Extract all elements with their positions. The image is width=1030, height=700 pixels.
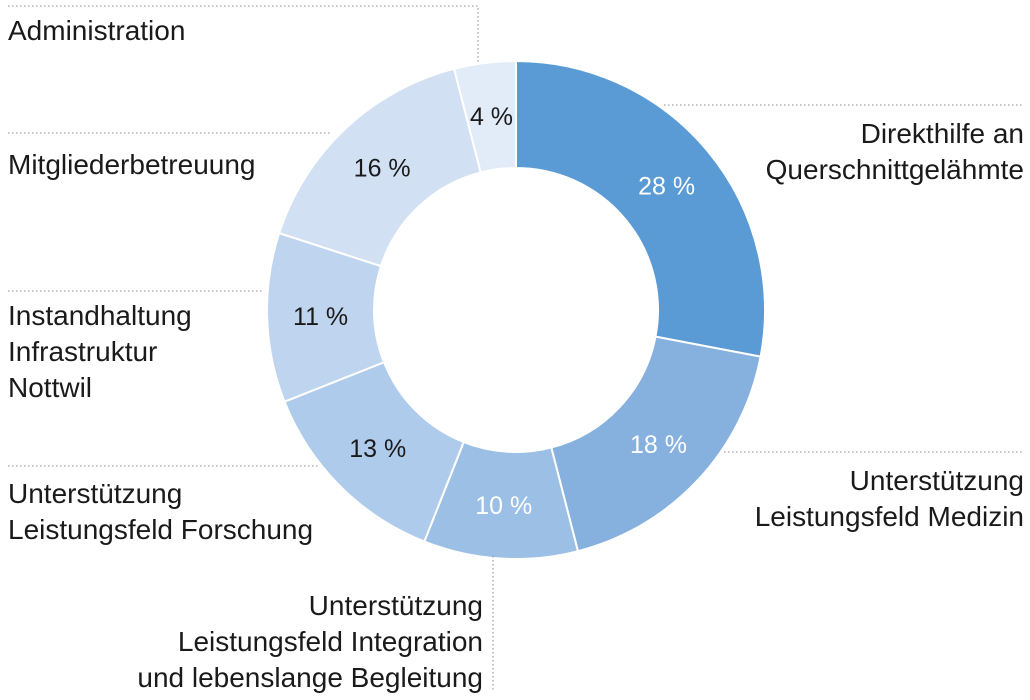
value-labels: 28 % 18 % 10 % 13 % 11 % 16 % 4 % — [293, 103, 695, 520]
category-label-direkthilfe-an-querschnittgelaehmte: Direkthilfe an Querschnittgelähmte — [766, 118, 1024, 185]
value-label-unterstuetzung-leistungsfeld-integration-und-lebenslange-begleitung: 10 % — [475, 492, 532, 520]
value-label-unterstuetzung-leistungsfeld-forschung: 13 % — [349, 435, 406, 463]
category-label-instandhaltung-infrastruktur-nottwil: Instandhaltung Infrastruktur Nottwil — [8, 300, 192, 403]
value-label-instandhaltung-infrastruktur-nottwil: 11 % — [293, 303, 348, 331]
category-labels: Direkthilfe an Querschnittgelähmte Unterst… — [8, 15, 1024, 693]
value-label-mitgliederbetreuung: 16 % — [354, 154, 411, 182]
category-label-mitgliederbetreuung: Mitgliederbetreuung — [8, 149, 256, 180]
value-label-unterstuetzung-leistungsfeld-medizin: 18 % — [630, 431, 687, 459]
category-label-administration: Administration — [8, 15, 185, 46]
category-label-unterstuetzung-leistungsfeld-forschung: Unterstützung Leistungsfeld Forschung — [8, 478, 313, 545]
value-label-administration: 4 % — [470, 103, 513, 131]
slice-administration — [452, 59, 517, 174]
value-label-direkthilfe-an-querschnittgelaehmte: 28 % — [638, 172, 695, 200]
donut-slices — [266, 59, 766, 560]
leader-lines — [8, 5, 1024, 690]
category-label-unterstuetzung-leistungsfeld-integration-und-lebenslange-begleitung: Unterstützung Leistungsfeld Integration un… — [137, 590, 483, 693]
leader-line-administration — [8, 5, 479, 64]
slice-mitgliederbetreuung — [277, 67, 482, 268]
slice-direkthilfe-an-querschnittgelaehmte — [515, 59, 766, 358]
category-label-unterstuetzung-leistungsfeld-medizin: Unterstützung Leistungsfeld Medizin — [755, 465, 1024, 532]
slice-unterstuetzung-leistungsfeld-medizin — [550, 335, 762, 553]
